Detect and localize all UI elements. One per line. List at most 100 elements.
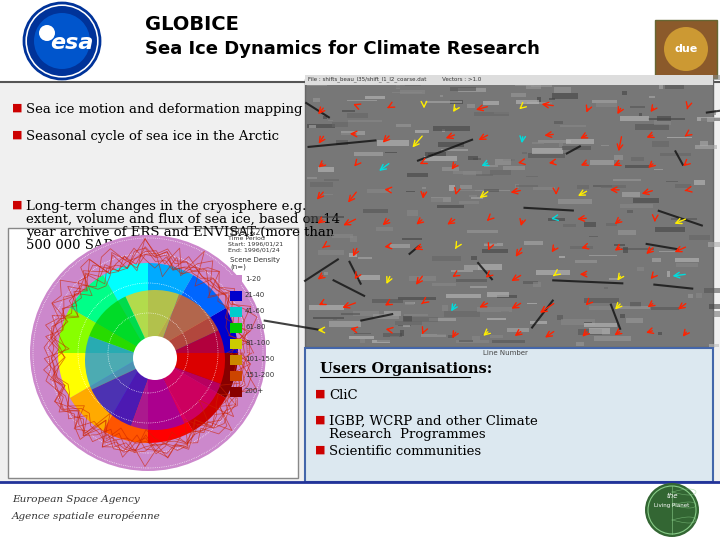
FancyBboxPatch shape xyxy=(365,96,385,99)
FancyBboxPatch shape xyxy=(667,137,693,138)
FancyBboxPatch shape xyxy=(456,279,487,282)
FancyBboxPatch shape xyxy=(487,318,506,320)
Wedge shape xyxy=(148,275,226,353)
FancyBboxPatch shape xyxy=(393,179,399,180)
FancyBboxPatch shape xyxy=(487,292,509,298)
FancyBboxPatch shape xyxy=(554,87,571,92)
FancyBboxPatch shape xyxy=(306,110,312,114)
FancyBboxPatch shape xyxy=(230,387,242,397)
FancyBboxPatch shape xyxy=(348,253,358,257)
FancyBboxPatch shape xyxy=(428,198,444,203)
FancyBboxPatch shape xyxy=(402,238,422,240)
FancyBboxPatch shape xyxy=(516,185,538,187)
FancyBboxPatch shape xyxy=(349,336,374,339)
FancyBboxPatch shape xyxy=(402,316,413,322)
Text: ■: ■ xyxy=(315,389,325,399)
FancyBboxPatch shape xyxy=(696,293,702,298)
FancyBboxPatch shape xyxy=(395,321,422,325)
FancyBboxPatch shape xyxy=(325,194,333,195)
FancyBboxPatch shape xyxy=(451,270,472,272)
FancyBboxPatch shape xyxy=(707,117,714,122)
Circle shape xyxy=(30,235,266,471)
Text: ■: ■ xyxy=(12,200,22,210)
FancyBboxPatch shape xyxy=(655,20,717,78)
FancyBboxPatch shape xyxy=(639,113,642,116)
FancyBboxPatch shape xyxy=(557,82,582,84)
FancyBboxPatch shape xyxy=(372,299,403,303)
FancyBboxPatch shape xyxy=(323,266,360,272)
FancyBboxPatch shape xyxy=(464,265,480,269)
FancyBboxPatch shape xyxy=(431,198,451,201)
FancyBboxPatch shape xyxy=(516,258,546,260)
FancyBboxPatch shape xyxy=(635,124,669,130)
FancyBboxPatch shape xyxy=(619,117,649,120)
FancyBboxPatch shape xyxy=(695,145,717,149)
FancyBboxPatch shape xyxy=(347,113,368,118)
FancyBboxPatch shape xyxy=(697,117,720,120)
FancyBboxPatch shape xyxy=(563,224,576,227)
Wedge shape xyxy=(148,308,238,353)
FancyBboxPatch shape xyxy=(593,100,617,103)
FancyBboxPatch shape xyxy=(404,316,438,322)
FancyBboxPatch shape xyxy=(494,110,522,114)
Circle shape xyxy=(664,27,708,71)
FancyBboxPatch shape xyxy=(687,330,705,336)
FancyBboxPatch shape xyxy=(488,79,497,80)
Text: 151-200: 151-200 xyxy=(245,372,274,378)
FancyBboxPatch shape xyxy=(389,85,417,87)
FancyBboxPatch shape xyxy=(398,325,412,326)
FancyBboxPatch shape xyxy=(507,328,529,332)
FancyBboxPatch shape xyxy=(354,152,384,156)
Text: 200+: 200+ xyxy=(245,388,264,394)
FancyBboxPatch shape xyxy=(548,218,565,221)
FancyBboxPatch shape xyxy=(333,234,353,238)
FancyBboxPatch shape xyxy=(655,227,685,232)
FancyBboxPatch shape xyxy=(444,311,480,316)
FancyBboxPatch shape xyxy=(675,258,699,262)
FancyBboxPatch shape xyxy=(616,306,650,309)
FancyBboxPatch shape xyxy=(324,272,328,275)
FancyBboxPatch shape xyxy=(618,231,636,235)
FancyBboxPatch shape xyxy=(328,321,361,327)
FancyBboxPatch shape xyxy=(398,76,436,80)
Circle shape xyxy=(645,483,699,537)
FancyBboxPatch shape xyxy=(503,166,525,170)
FancyBboxPatch shape xyxy=(626,165,649,168)
FancyBboxPatch shape xyxy=(516,100,539,104)
FancyBboxPatch shape xyxy=(441,150,468,151)
FancyBboxPatch shape xyxy=(432,283,456,286)
FancyBboxPatch shape xyxy=(347,100,377,101)
FancyBboxPatch shape xyxy=(606,222,617,226)
Text: Sea ice motion and deformation mapping: Sea ice motion and deformation mapping xyxy=(26,103,302,116)
FancyBboxPatch shape xyxy=(407,210,418,216)
FancyBboxPatch shape xyxy=(8,228,298,478)
Text: ■: ■ xyxy=(315,445,325,455)
Wedge shape xyxy=(58,308,148,353)
FancyBboxPatch shape xyxy=(608,278,618,280)
Text: Seasonal cycle of sea ice in the Arctic: Seasonal cycle of sea ice in the Arctic xyxy=(26,130,279,143)
FancyBboxPatch shape xyxy=(524,241,543,246)
FancyBboxPatch shape xyxy=(498,295,517,298)
FancyBboxPatch shape xyxy=(312,98,320,102)
FancyBboxPatch shape xyxy=(404,314,428,316)
FancyBboxPatch shape xyxy=(713,75,720,80)
FancyBboxPatch shape xyxy=(428,153,433,157)
FancyBboxPatch shape xyxy=(415,130,428,133)
Text: 61-80: 61-80 xyxy=(245,324,266,330)
FancyBboxPatch shape xyxy=(659,251,676,252)
FancyBboxPatch shape xyxy=(305,79,713,347)
FancyBboxPatch shape xyxy=(523,281,539,285)
FancyBboxPatch shape xyxy=(440,94,443,97)
FancyBboxPatch shape xyxy=(622,192,640,197)
Wedge shape xyxy=(89,296,155,360)
FancyBboxPatch shape xyxy=(665,84,684,89)
FancyBboxPatch shape xyxy=(472,197,483,199)
FancyBboxPatch shape xyxy=(576,342,585,346)
Text: European Space Agency: European Space Agency xyxy=(12,495,140,503)
FancyBboxPatch shape xyxy=(654,169,663,171)
FancyBboxPatch shape xyxy=(318,167,333,172)
FancyBboxPatch shape xyxy=(438,141,464,147)
FancyBboxPatch shape xyxy=(667,181,678,182)
FancyBboxPatch shape xyxy=(526,176,538,177)
FancyBboxPatch shape xyxy=(658,332,662,335)
